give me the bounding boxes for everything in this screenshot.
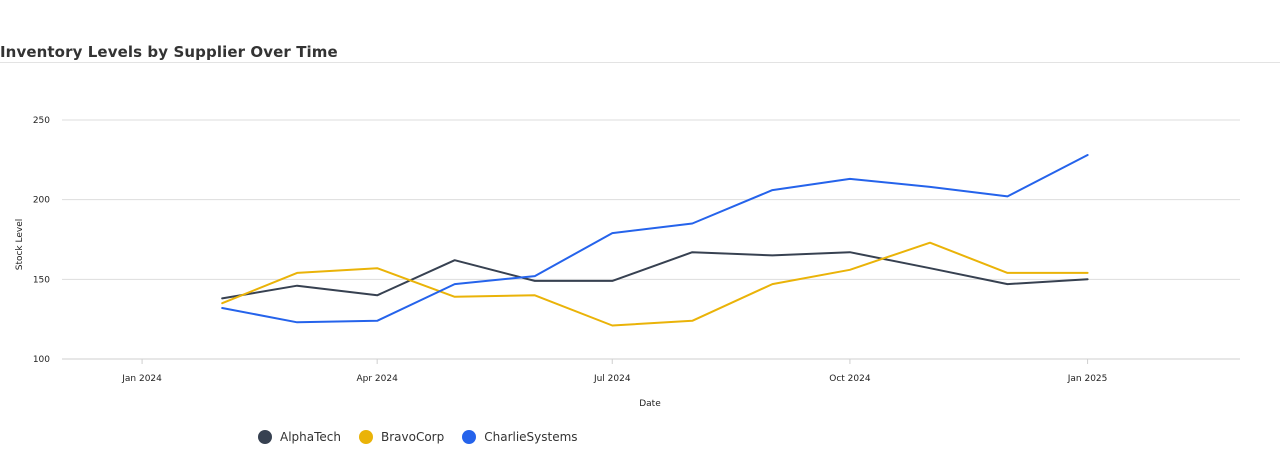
legend-swatch [359,430,373,444]
x-axis-label: Date [639,399,661,409]
y-tick-label: 150 [33,275,50,285]
x-tick-label: Jul 2024 [593,374,631,384]
y-tick-label: 200 [33,196,50,206]
legend-label: CharlieSystems [484,430,578,444]
x-tick-label: Oct 2024 [829,374,871,384]
x-tick-label: Jan 2024 [121,374,162,384]
legend-label: BravoCorp [381,430,445,444]
series-line-bravocorp [221,241,1089,327]
legend-item-alphatech[interactable]: AlphaTech [258,430,341,444]
x-tick-label: Apr 2024 [356,374,398,384]
legend-swatch [258,430,272,444]
series-line-charliesystems [221,154,1089,324]
series-line-alphatech [221,251,1089,300]
y-tick-label: 100 [33,355,50,365]
chart-legend: AlphaTech BravoCorp CharlieSystems [258,430,596,444]
legend-item-charliesystems[interactable]: CharlieSystems [462,430,578,444]
chart-header: Inventory Levels by Supplier Over Time [0,0,1280,63]
legend-label: AlphaTech [280,430,341,444]
legend-item-bravocorp[interactable]: BravoCorp [359,430,444,444]
x-tick-label: Jan 2025 [1067,374,1108,384]
legend-swatch [462,430,477,444]
chart-title: Inventory Levels by Supplier Over Time [0,43,338,61]
y-axis-label: Stock Level [15,219,25,271]
y-tick-label: 250 [33,116,50,126]
